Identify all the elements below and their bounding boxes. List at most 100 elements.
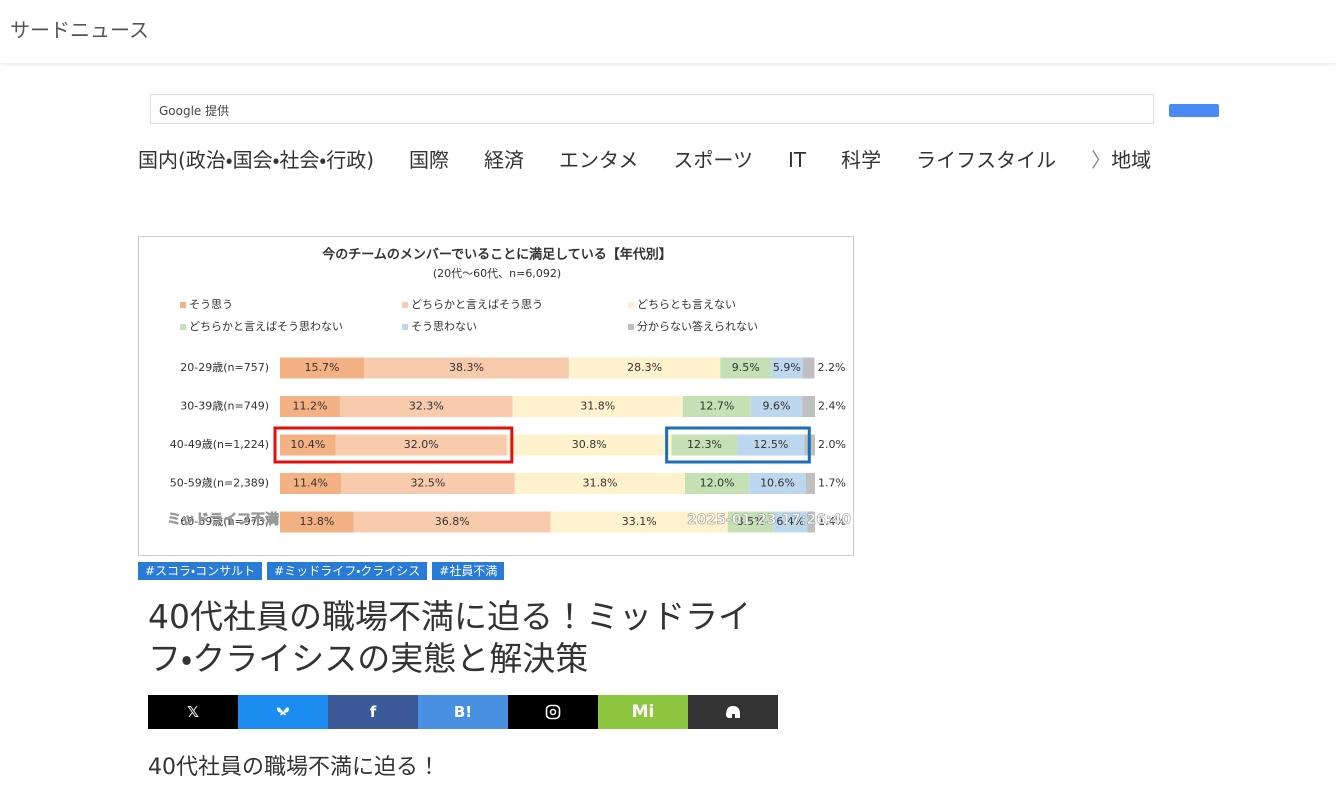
legend-swatch — [402, 302, 408, 308]
value-label: 9.6% — [763, 400, 791, 413]
search-provider: Google 提供 — [159, 104, 230, 118]
nav-item[interactable]: 地域 — [1111, 148, 1152, 172]
value-label: 1.4% — [818, 515, 846, 528]
value-label: 32.0% — [404, 438, 439, 451]
threads-icon — [545, 704, 561, 720]
tags: #スコラ・コンサルト #ミッドライフ・クライシス #社員不満 — [138, 562, 505, 580]
legend-label: どちらとも言えない — [637, 298, 736, 311]
nav-arrow[interactable]: 〉 — [1091, 148, 1112, 172]
bar-segment — [506, 434, 672, 456]
nav-item[interactable]: 経済 — [484, 148, 525, 172]
nav: 国内(政治・国会・社会・行政) 国際 経済 エンタメ スポーツ IT 科学 ライフスタイル 〉地… — [138, 144, 1232, 174]
legend-swatch — [628, 324, 634, 330]
value-label: 31.8% — [582, 477, 617, 490]
bar-segment — [550, 511, 728, 533]
bar-segment — [363, 357, 569, 379]
nav-item[interactable]: 国際 — [409, 148, 450, 172]
bar-segment — [353, 511, 551, 533]
highlight-box — [273, 426, 514, 464]
value-label: 10.4% — [290, 438, 325, 451]
share-misskey[interactable]: Mi — [598, 695, 688, 729]
share-x[interactable]: 𝕏 — [148, 695, 238, 729]
nav-item[interactable]: ライフスタイル — [916, 148, 1057, 172]
bar-segment — [807, 511, 815, 533]
value-label: 12.7% — [699, 400, 734, 413]
category-label: 50-59歳(n=2,389) — [170, 477, 269, 490]
share-facebook[interactable]: f — [328, 695, 418, 729]
value-label: 12.3% — [687, 438, 722, 451]
bar-segment — [280, 473, 341, 494]
article-lead: 40代社員の職場不満に迫る！ — [148, 755, 440, 780]
nav-item[interactable]: 科学 — [841, 148, 882, 172]
legend-label: どちらかと言えばそう思う — [411, 298, 543, 311]
watermark: ミッドライフ不満 — [167, 511, 279, 528]
share-bluesky[interactable] — [238, 695, 328, 729]
bar-segment — [280, 511, 354, 533]
site-name[interactable]: サードニュース — [10, 18, 149, 42]
chart: 今のチームのメンバーでいることに満足している【年代別】 (20代～60代、n=6… — [138, 236, 854, 556]
legend-swatch — [180, 302, 186, 308]
bar-segment — [280, 357, 364, 379]
header — [0, 0, 1337, 63]
mastodon-icon — [726, 706, 740, 718]
bar-segment — [802, 396, 815, 417]
value-label: 32.5% — [410, 477, 445, 490]
value-label: 11.4% — [293, 477, 328, 490]
share-threads[interactable] — [508, 695, 598, 729]
value-label: 6.4% — [776, 515, 804, 528]
share-hatena[interactable]: B! — [418, 695, 508, 729]
bar-segment — [682, 396, 751, 417]
value-label: 5.9% — [773, 361, 801, 374]
value-label: 2.4% — [818, 400, 846, 413]
nav-item[interactable]: エンタメ — [559, 148, 639, 172]
legend-label: どちらかと言えばそう思わない — [189, 320, 343, 333]
bar-segment — [280, 434, 336, 456]
bar-segment — [720, 357, 772, 379]
value-label: 13.8% — [299, 515, 334, 528]
value-label: 28.3% — [627, 361, 662, 374]
tag[interactable]: #スコラ・コンサルト — [138, 562, 263, 580]
share-bar: 𝕏 f B! Mi — [148, 695, 778, 729]
bar-segment — [568, 357, 721, 379]
bar-segment — [335, 434, 507, 456]
bar-segment — [750, 396, 803, 417]
share-mastodon[interactable] — [688, 695, 778, 729]
category-label: 40-49歳(n=1,224) — [170, 438, 269, 451]
category-label: 60-69歳(n=973) — [180, 515, 269, 528]
bar-segment — [727, 511, 774, 533]
value-label: 15.7% — [305, 361, 340, 374]
value-label: 8.5% — [737, 515, 765, 528]
bar-segment — [802, 357, 815, 379]
bar-segment — [773, 511, 808, 533]
bar-segment — [339, 396, 513, 417]
category-label: 30-39歳(n=749) — [180, 400, 269, 413]
bar-segment — [749, 473, 806, 494]
nav-item[interactable]: IT — [788, 148, 807, 172]
highlight-box — [665, 426, 811, 464]
value-label: 33.1% — [622, 515, 657, 528]
legend-swatch — [180, 324, 186, 330]
legend-label: そう思う — [189, 298, 233, 311]
search-box[interactable]: Google 提供 — [150, 94, 1154, 124]
bar-segment — [340, 473, 515, 494]
bar-segment — [280, 396, 340, 417]
bar-segment — [671, 434, 738, 456]
value-label: 31.8% — [580, 400, 615, 413]
chart-subtitle: (20代～60代、n=6,092) — [433, 267, 561, 280]
value-label: 32.3% — [409, 400, 444, 413]
value-label: 36.8% — [435, 515, 470, 528]
nav-item[interactable]: スポーツ — [673, 148, 754, 172]
nav-item[interactable]: 国内(政治・国会・社会・行政) — [138, 148, 375, 172]
value-label: 2.0% — [818, 438, 846, 451]
legend-swatch — [628, 302, 634, 308]
value-label: 12.5% — [753, 438, 788, 451]
bar-segment — [737, 434, 805, 456]
search-button[interactable] — [1169, 104, 1219, 117]
legend-label: そう思わない — [411, 320, 477, 333]
tag[interactable]: #社員不満 — [432, 562, 505, 580]
bar-segment — [514, 473, 685, 494]
value-label: 10.6% — [760, 477, 795, 490]
tag[interactable]: #ミッドライフ・クライシス — [267, 562, 428, 580]
value-label: 1.7% — [818, 477, 846, 490]
